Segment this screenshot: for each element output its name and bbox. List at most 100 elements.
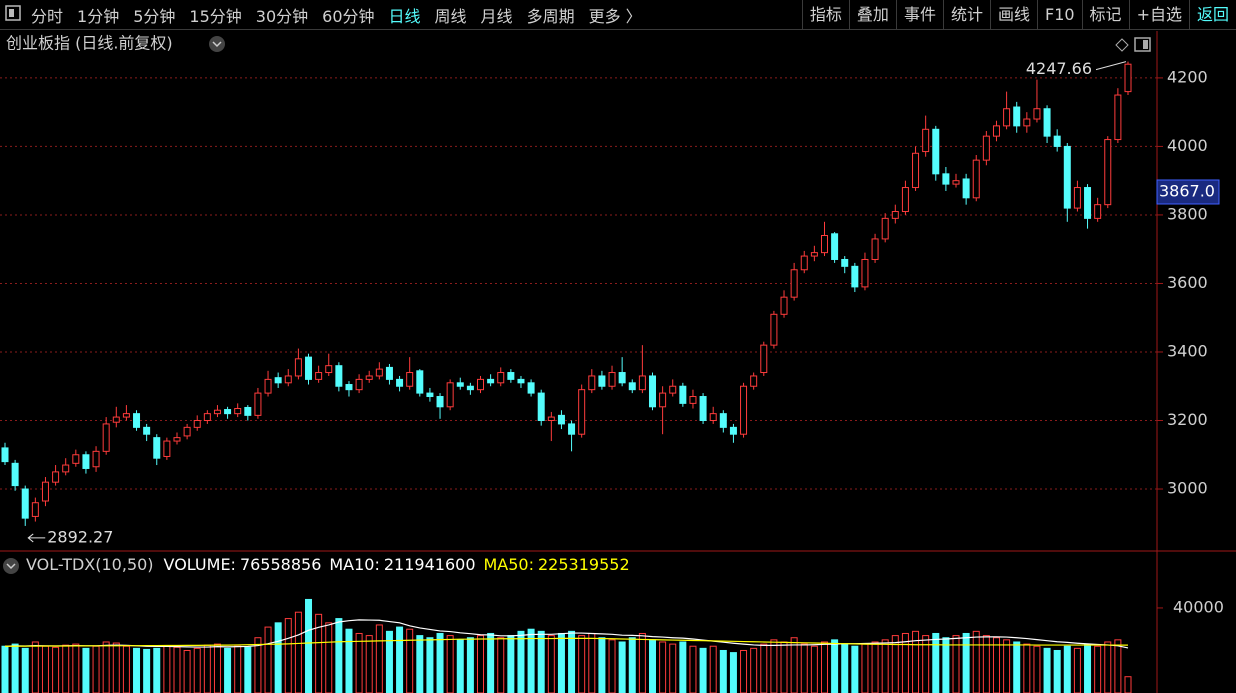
volume-bar — [750, 647, 758, 693]
annotation: 2892.27 — [47, 527, 113, 546]
tool-button[interactable]: 统计 — [942, 0, 990, 30]
candle-body — [1043, 108, 1051, 137]
y-tick-label: 3200 — [1167, 410, 1208, 429]
volume-bar — [1003, 639, 1011, 693]
ma-line — [4, 619, 1129, 649]
y-tick-label: 4000 — [1167, 136, 1208, 155]
volume-bar — [396, 626, 404, 693]
y-tick-label: 3400 — [1167, 341, 1208, 360]
period-tab[interactable]: 周线 — [434, 6, 467, 26]
candle-body — [770, 313, 778, 346]
candle-body — [1114, 94, 1122, 141]
volume-bar — [790, 637, 798, 693]
candle-body — [487, 378, 495, 384]
candle-body — [790, 269, 798, 298]
tool-button[interactable]: 画线 — [989, 0, 1037, 30]
period-tab[interactable]: 分时 — [31, 6, 64, 26]
volume-bar — [871, 641, 879, 693]
volume-bar — [21, 647, 29, 693]
candle-body — [669, 385, 677, 394]
panel-icon-part — [1143, 40, 1148, 49]
period-tab[interactable]: 日线 — [388, 6, 421, 26]
period-tab[interactable]: 多周期 — [526, 6, 575, 26]
candle-body — [972, 159, 980, 199]
ma-line — [5, 637, 1129, 647]
volume-bar — [709, 645, 717, 693]
volume-bar — [679, 641, 687, 693]
dropdown-icon[interactable] — [3, 558, 19, 574]
candle-body — [82, 454, 90, 469]
period-tab[interactable]: 更多 〉 — [588, 6, 642, 26]
candle-body — [21, 488, 29, 519]
diamond-icon[interactable] — [1115, 38, 1129, 52]
candle-body — [851, 265, 859, 288]
candle-body — [810, 252, 818, 257]
candle-body — [578, 389, 586, 435]
candle-body — [153, 437, 161, 459]
tool-button[interactable]: 返回 — [1188, 0, 1236, 30]
volume-bar — [213, 643, 221, 693]
candle-body — [1023, 118, 1031, 127]
dropdown-icon[interactable] — [209, 36, 225, 52]
y-tick-label: 40000 — [1173, 597, 1224, 616]
volume-bar — [487, 632, 495, 693]
volume-bar — [284, 618, 292, 693]
period-tab[interactable]: 1分钟 — [77, 6, 120, 26]
candle-body — [527, 382, 535, 394]
candle-body — [416, 370, 424, 394]
volume-bar — [446, 635, 454, 693]
candle-body — [719, 413, 727, 428]
tool-button[interactable]: F10 — [1036, 0, 1082, 30]
candle-body — [912, 152, 920, 189]
volume-bar — [466, 637, 474, 693]
candle-body — [315, 372, 323, 380]
volume-bar — [122, 645, 130, 693]
volume-bar — [1033, 645, 1041, 693]
candle-body — [992, 125, 1000, 137]
candle-body — [335, 365, 343, 387]
candle-body — [102, 423, 110, 452]
period-tab[interactable]: 5分钟 — [133, 6, 176, 26]
window-icon-part — [9, 9, 14, 17]
dropdown-arrow — [6, 563, 16, 570]
candle-body — [1073, 187, 1081, 209]
volume-bar — [264, 626, 272, 693]
volume-bar — [305, 598, 313, 693]
volume-bar — [952, 635, 960, 693]
candle-body — [1003, 108, 1011, 127]
candle-body — [325, 365, 333, 374]
candle-body — [891, 211, 899, 219]
tool-button[interactable]: 事件 — [895, 0, 943, 30]
volume-bar — [163, 645, 171, 693]
volume-bar — [851, 645, 859, 693]
candle-body — [598, 375, 606, 387]
candle-body — [638, 375, 646, 391]
candle-body — [962, 178, 970, 199]
tool-button[interactable]: 叠加 — [848, 0, 896, 30]
volume-bar — [325, 622, 333, 693]
tool-button[interactable]: 指标 — [801, 0, 849, 30]
panel-icon[interactable] — [1134, 37, 1151, 52]
volume-bar — [224, 647, 232, 693]
period-tab[interactable]: 月线 — [480, 6, 513, 26]
volume-bar — [143, 648, 151, 693]
candle-body — [72, 454, 80, 464]
volume-bar — [810, 645, 818, 693]
period-tab[interactable]: 60分钟 — [322, 6, 375, 26]
candle-body — [234, 408, 242, 415]
candle-body — [1063, 145, 1071, 209]
volume-bar — [770, 639, 778, 693]
period-tab[interactable]: 15分钟 — [189, 6, 242, 26]
candle-body — [679, 385, 687, 404]
tool-button[interactable]: 标记 — [1081, 0, 1129, 30]
volume-bar — [477, 635, 485, 693]
candle-body — [568, 423, 576, 435]
volume-bar — [608, 639, 616, 693]
volume-bar — [31, 641, 39, 693]
volume-bar — [1013, 641, 1021, 693]
volume-bar — [820, 641, 828, 693]
period-tab[interactable]: 30分钟 — [255, 6, 309, 26]
candle-body — [750, 375, 758, 387]
candle-body — [122, 413, 130, 418]
tool-button[interactable]: +自选 — [1128, 0, 1189, 30]
